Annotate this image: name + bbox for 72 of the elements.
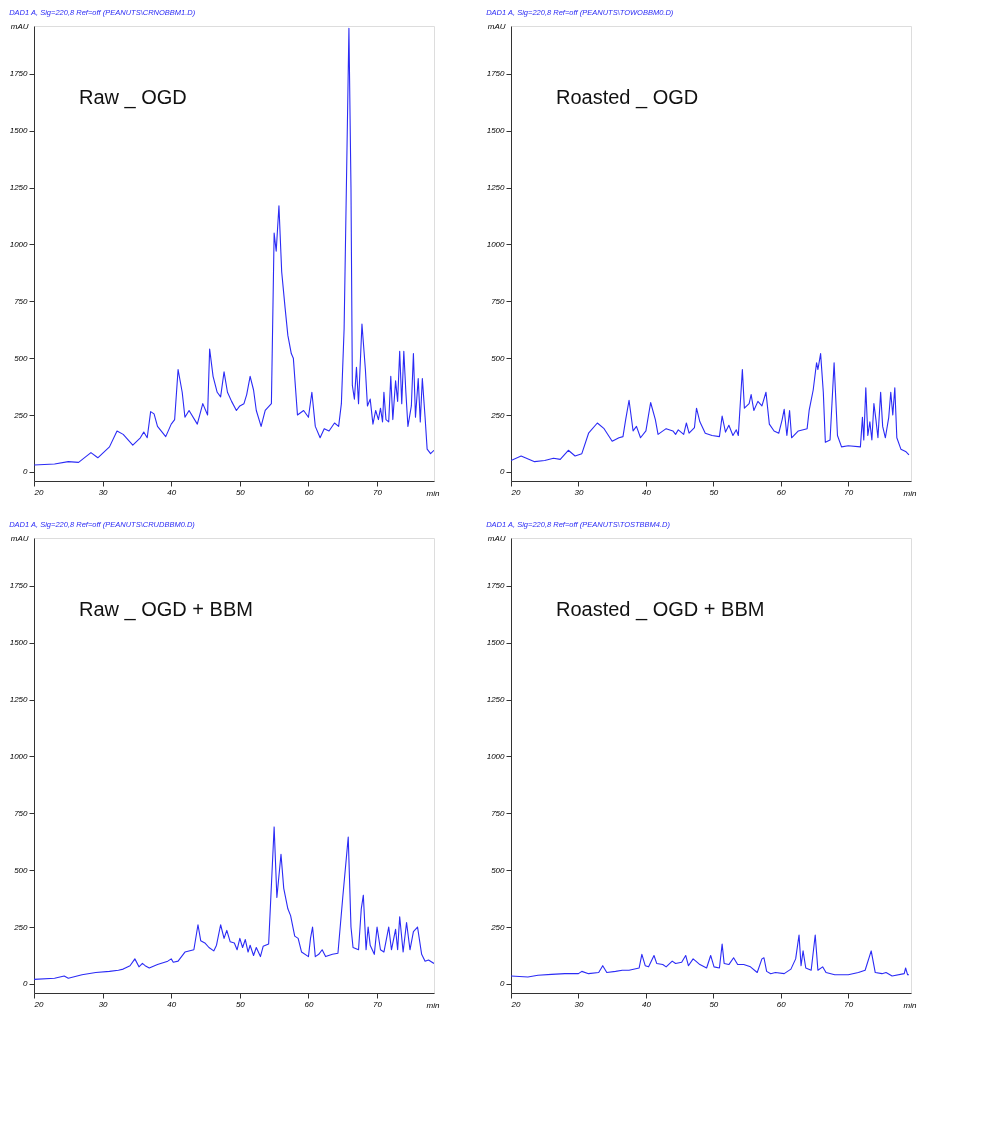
x-tick-label: 70	[844, 487, 854, 497]
y-tick-label: 1250	[9, 695, 29, 705]
x-tick-label: 50	[235, 999, 246, 1009]
text: Raw _ OGD	[79, 86, 187, 109]
x-tick-label: 40	[167, 999, 177, 1009]
x-tick-label: 20	[510, 999, 521, 1009]
y-tick-label: 1250	[486, 695, 506, 705]
y-tick-label: 750	[14, 296, 29, 306]
x-tick-label: 40	[641, 487, 652, 497]
y-tick-label: 500	[491, 353, 506, 363]
y-tick-label: 1500	[486, 126, 506, 136]
y-tick-label: 1500	[486, 638, 506, 648]
x-tick-label: 20	[33, 999, 44, 1009]
text: Roasted _ OGD + BBM	[556, 598, 765, 621]
x-tick-label: 50	[235, 487, 246, 497]
y-tick-label: 1750	[9, 581, 29, 591]
y-tick-label: 1000	[9, 239, 29, 249]
x-tick-label: 20	[33, 487, 44, 497]
y-tick-label: 1750	[486, 69, 506, 79]
x-axis-title: min	[426, 488, 440, 498]
y-tick-label: 1250	[9, 183, 29, 193]
y-tick-label: 750	[491, 296, 506, 306]
x-tick-label: 20	[510, 487, 521, 497]
line-series	[511, 934, 910, 978]
x-tick-label: 50	[709, 487, 719, 497]
y-tick-label: 0	[500, 467, 506, 477]
line-series	[511, 353, 910, 463]
y-tick-label: 1500	[9, 638, 29, 648]
y-tick-label: 0	[23, 467, 29, 477]
y-tick-label: 750	[14, 808, 29, 818]
x-tick-label: 70	[844, 999, 854, 1009]
x-tick-label: 60	[304, 999, 314, 1009]
line-series	[34, 27, 434, 466]
x-tick-label: 70	[373, 487, 383, 497]
y-tick-label: 750	[491, 808, 506, 818]
y-tick-label: 1250	[486, 183, 506, 193]
x-tick-label: 60	[776, 999, 787, 1009]
x-axis-title: min	[903, 488, 917, 498]
text: Roasted _ OGD	[556, 86, 699, 109]
y-tick-label: 1500	[9, 126, 29, 136]
x-tick-label: 30	[98, 999, 109, 1009]
x-tick-label: 70	[373, 999, 383, 1009]
y-tick-label: 1750	[486, 581, 506, 591]
y-axis-title: mAU	[487, 533, 506, 543]
y-tick-label: 250	[490, 922, 506, 932]
y-tick-label: 1750	[9, 69, 29, 79]
x-tick-label: 30	[574, 999, 584, 1009]
y-tick-label: 0	[23, 979, 29, 989]
x-tick-label: 40	[641, 999, 652, 1009]
y-axis-title: mAU	[10, 21, 29, 31]
x-tick-label: 60	[304, 487, 314, 497]
y-tick-label: 500	[14, 353, 29, 363]
x-axis-title: min	[426, 1000, 440, 1010]
line-series	[34, 826, 434, 980]
y-tick-label: 1000	[9, 751, 29, 761]
x-tick-label: 60	[776, 487, 787, 497]
x-tick-label: 30	[574, 487, 584, 497]
y-axis-title: mAU	[10, 533, 29, 543]
y-tick-label: 0	[500, 979, 506, 989]
x-tick-label: 50	[709, 999, 719, 1009]
y-tick-label: 250	[13, 410, 29, 420]
y-tick-label: 500	[14, 865, 29, 875]
y-tick-label: 500	[491, 865, 506, 875]
y-tick-label: 250	[13, 922, 29, 932]
y-tick-label: 1000	[486, 239, 506, 249]
text: Raw _ OGD + BBM	[79, 598, 253, 621]
x-axis-title: min	[903, 1000, 917, 1010]
y-tick-label: 250	[490, 410, 506, 420]
y-axis-title: mAU	[487, 21, 506, 31]
y-tick-label: 1000	[486, 751, 506, 761]
x-tick-label: 40	[167, 487, 177, 497]
x-tick-label: 30	[98, 487, 109, 497]
